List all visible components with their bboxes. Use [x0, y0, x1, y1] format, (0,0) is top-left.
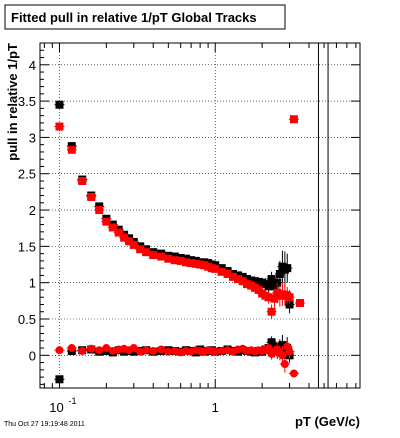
x-axis-label: pT (GeV/c)	[295, 414, 360, 429]
data-point	[223, 269, 232, 278]
data-point	[55, 100, 64, 109]
y-tick-label: 0	[29, 348, 36, 363]
y-tick-label: 1.5	[18, 239, 36, 254]
data-point	[275, 269, 284, 278]
y-tick-label: 1	[29, 276, 36, 291]
data-point	[108, 223, 117, 232]
data-point	[182, 258, 191, 267]
data-point	[267, 307, 276, 316]
data-point	[243, 275, 252, 284]
data-point	[196, 260, 205, 269]
data-point	[285, 293, 294, 302]
data-point	[211, 347, 220, 356]
data-point	[164, 254, 173, 263]
data-point	[238, 277, 247, 286]
data-point	[176, 256, 185, 265]
x-tick-label: 1	[212, 400, 219, 415]
data-point	[289, 115, 298, 124]
x-tick-label-exponent: -1	[68, 396, 76, 406]
y-tick-label: 3	[29, 130, 36, 145]
tick-layer: 10 -1 100.511.522.533.54	[18, 43, 360, 415]
data-point	[55, 122, 64, 131]
data-point	[191, 259, 200, 268]
y-tick-label: 2	[29, 203, 36, 218]
data-point	[267, 275, 276, 284]
data-point	[129, 344, 138, 353]
data-points-layer	[54, 100, 305, 384]
data-point	[295, 299, 304, 308]
grid-layer	[40, 43, 360, 388]
data-point	[67, 344, 76, 353]
data-point	[102, 344, 111, 353]
data-point	[283, 264, 292, 273]
data-point	[87, 344, 96, 353]
data-point	[142, 346, 151, 355]
data-point	[157, 345, 166, 354]
chart-title: Fitted pull in relative 1/pT Global Trac…	[11, 10, 257, 25]
data-point	[149, 251, 158, 260]
data-point	[285, 347, 294, 356]
data-point	[55, 346, 64, 355]
x-tick-label: 10	[49, 400, 63, 415]
data-point	[211, 264, 220, 273]
data-point	[78, 177, 87, 185]
data-point	[55, 375, 64, 384]
timestamp: Thu Oct 27 19:19:48 2011	[4, 421, 85, 428]
data-point	[238, 272, 247, 281]
data-point	[120, 233, 129, 242]
data-point	[233, 275, 242, 284]
data-point	[142, 248, 151, 257]
vertical-lines-layer	[317, 43, 329, 388]
y-tick-label: 4	[29, 58, 36, 73]
data-point	[95, 346, 104, 355]
data-point	[280, 360, 289, 369]
data-point	[114, 228, 123, 237]
data-point	[187, 259, 196, 268]
data-point	[217, 346, 226, 355]
title-box	[4, 4, 286, 30]
data-point	[243, 280, 252, 289]
data-point	[264, 282, 273, 291]
y-tick-label: 0.5	[18, 312, 36, 327]
data-point	[278, 341, 287, 350]
data-point	[95, 206, 104, 215]
data-point	[170, 256, 179, 265]
y-tick-label: 2.5	[18, 167, 36, 182]
data-point	[217, 267, 226, 276]
y-tick-label: 3.5	[18, 94, 36, 109]
data-point	[129, 240, 138, 249]
data-point	[149, 346, 158, 355]
data-point	[228, 272, 237, 281]
data-point	[289, 369, 298, 378]
data-point	[136, 245, 145, 254]
data-point	[164, 347, 173, 356]
data-point	[102, 217, 111, 226]
data-point	[270, 294, 279, 303]
data-point	[267, 338, 276, 347]
data-point	[157, 252, 166, 261]
data-point	[87, 192, 96, 201]
data-point	[67, 145, 76, 154]
data-point	[78, 346, 87, 355]
y-axis-label: pull in relative 1/pT	[5, 43, 20, 161]
data-point	[125, 237, 134, 246]
data-point	[264, 293, 273, 302]
